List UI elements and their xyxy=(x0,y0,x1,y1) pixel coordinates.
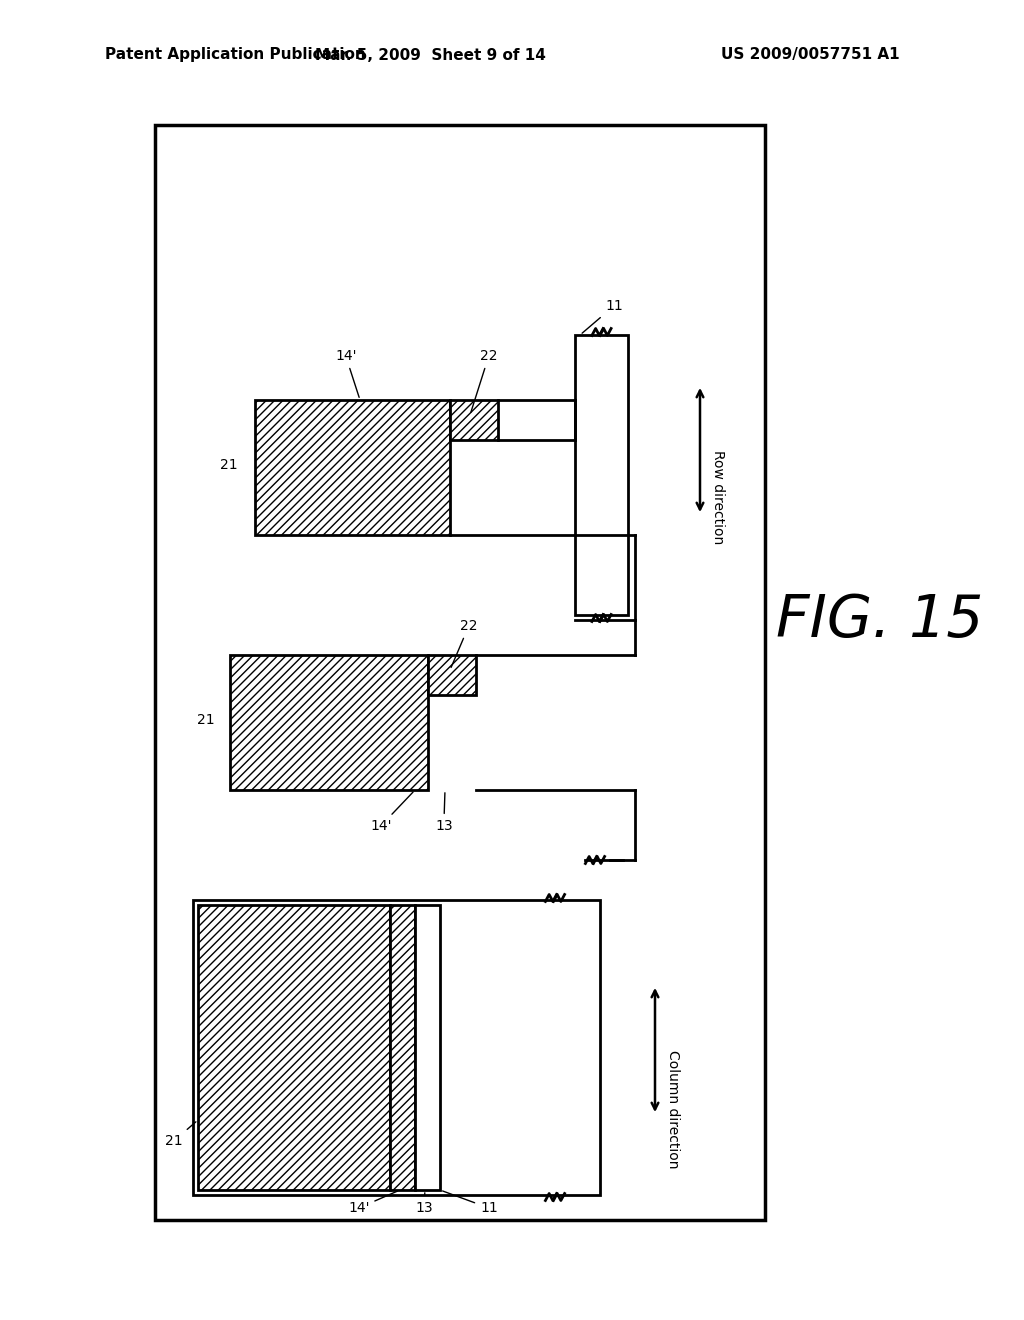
Bar xyxy=(198,906,390,1191)
Bar xyxy=(450,400,498,440)
Text: 13: 13 xyxy=(415,1193,432,1214)
Text: 21: 21 xyxy=(165,1122,196,1148)
Text: 13: 13 xyxy=(435,793,453,833)
Text: Patent Application Publication: Patent Application Publication xyxy=(105,48,366,62)
Bar xyxy=(230,655,428,789)
Text: 22: 22 xyxy=(471,348,498,412)
Text: 14': 14' xyxy=(348,1191,397,1214)
Text: Column direction: Column direction xyxy=(666,1049,680,1168)
Text: 11: 11 xyxy=(442,1191,498,1214)
Bar xyxy=(155,125,765,1220)
Bar xyxy=(428,655,476,696)
Text: Mar. 5, 2009  Sheet 9 of 14: Mar. 5, 2009 Sheet 9 of 14 xyxy=(314,48,546,62)
Bar xyxy=(575,335,628,615)
Text: 22: 22 xyxy=(452,619,477,668)
Bar xyxy=(193,900,600,1195)
Text: 14': 14' xyxy=(370,792,413,833)
Text: FIG. 15: FIG. 15 xyxy=(776,591,984,648)
Text: 14': 14' xyxy=(335,348,359,397)
Text: 11: 11 xyxy=(582,300,623,333)
Text: 21: 21 xyxy=(220,458,238,473)
Text: 21: 21 xyxy=(198,713,215,727)
Text: Row direction: Row direction xyxy=(711,450,725,544)
Bar xyxy=(390,906,415,1191)
Text: US 2009/0057751 A1: US 2009/0057751 A1 xyxy=(721,48,900,62)
Bar xyxy=(255,400,450,535)
Bar xyxy=(415,906,440,1191)
